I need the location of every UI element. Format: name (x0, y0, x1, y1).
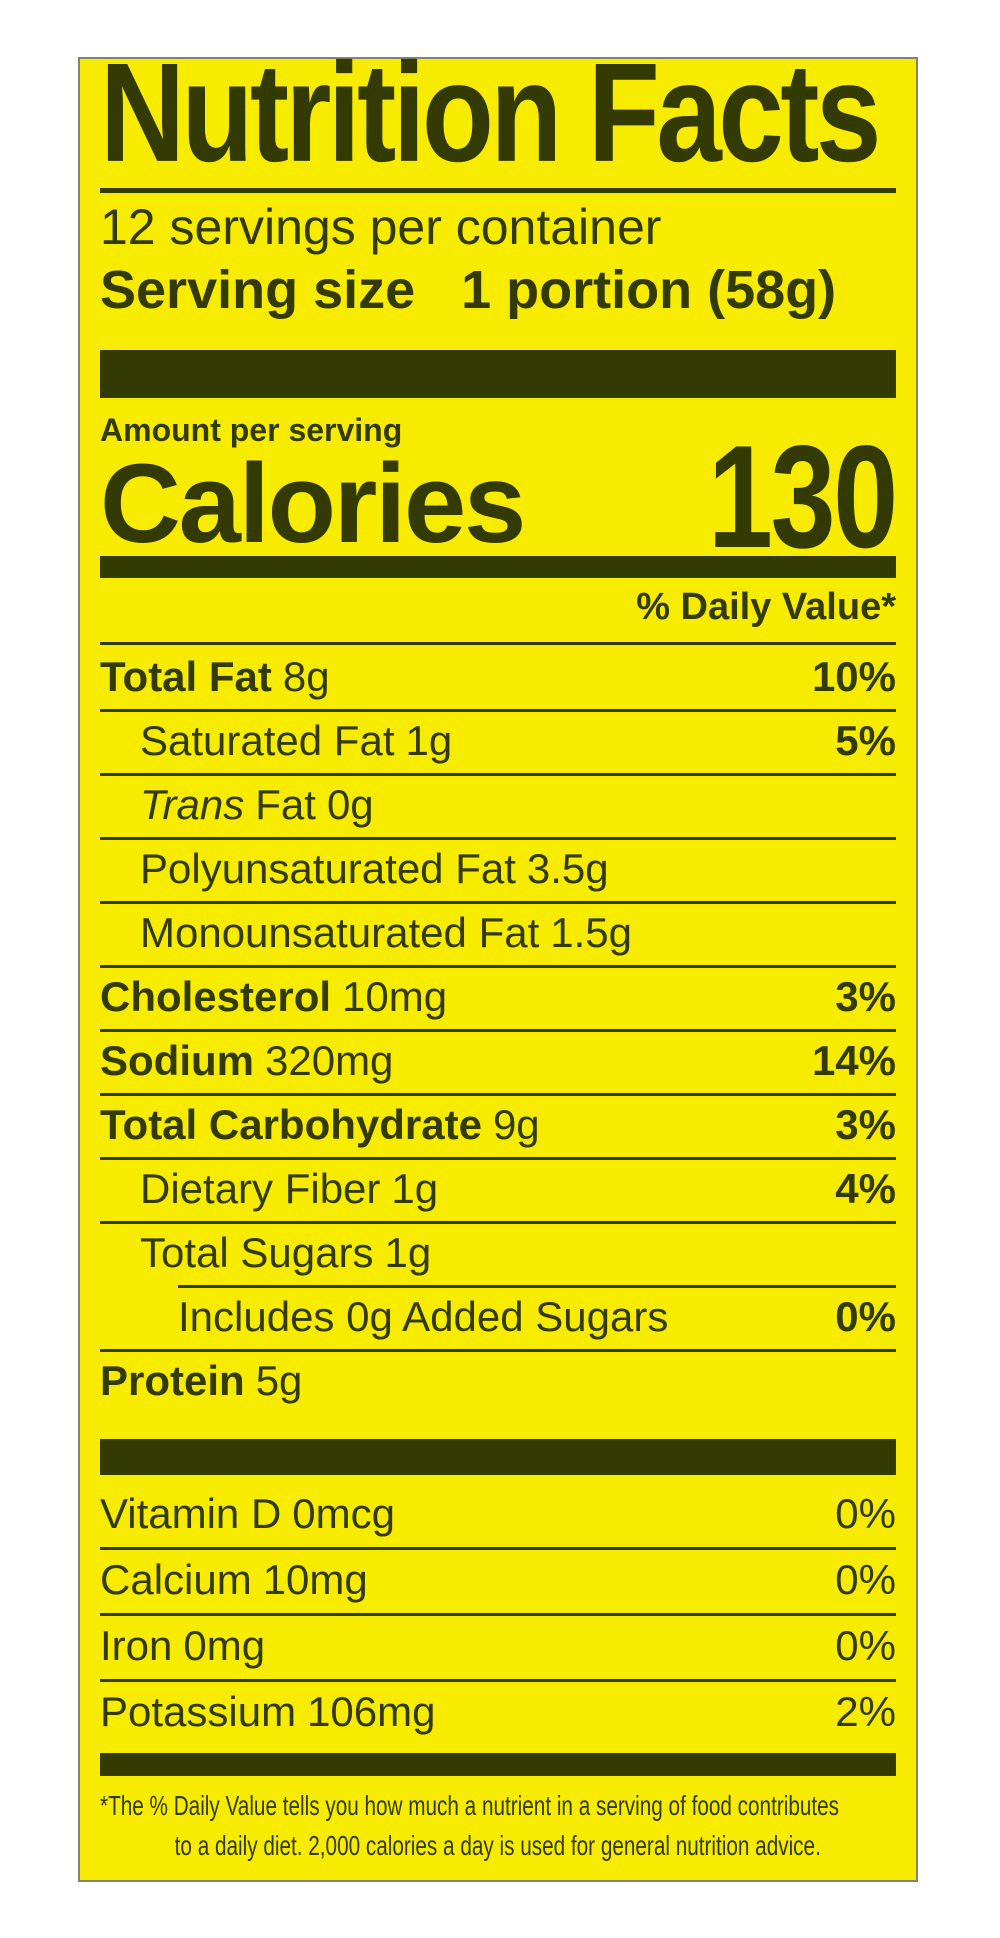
serving-size-value: 1 portion (58g) (461, 260, 837, 320)
vitamin-name: Calcium (100, 1556, 252, 1603)
divider-bar-medium (100, 556, 896, 578)
daily-value-header: % Daily Value* (636, 586, 896, 628)
nutrient-name-italic: Trans (140, 781, 245, 828)
vitamin-row-iron: Iron 0mg 0% (100, 1613, 896, 1679)
nutrient-amount: 10mg (342, 973, 448, 1020)
vitamin-row-vitamin-d: Vitamin D 0mcg 0% (100, 1481, 896, 1547)
nutrient-rows: Total Fat 8g 10% Saturated Fat 1g 5% Trans… (100, 642, 896, 1413)
nutrition-facts-label: Nutrition Facts 12 servings per containe… (78, 43, 918, 1882)
nutrient-row-protein: Protein 5g (100, 1349, 896, 1413)
nutrient-name: Saturated Fat (140, 717, 395, 764)
nutrient-row-saturated-fat: Saturated Fat 1g 5% (100, 709, 896, 773)
nutrient-amount: 1.5g (550, 909, 632, 956)
nutrient-name: Total Sugars (140, 1229, 374, 1276)
nutrient-row-trans-fat: Trans Fat 0g (100, 773, 896, 837)
nutrient-name: Total Fat (100, 653, 272, 700)
nutrient-row-cholesterol: Cholesterol 10mg 3% (100, 965, 896, 1029)
divider-bar-medium (100, 1753, 896, 1776)
vitamin-amount: 10mg (262, 1556, 368, 1603)
vitamin-name: Potassium (100, 1688, 297, 1735)
nutrient-name: Includes 0g Added Sugars (178, 1293, 669, 1340)
nutrient-row-sodium: Sodium 320mg 14% (100, 1029, 896, 1093)
nutrient-name: Sodium (100, 1037, 254, 1084)
nutrient-dv: 5% (835, 717, 896, 764)
vitamin-amount: 0mcg (292, 1490, 395, 1537)
nutrient-row-total-sugars: Total Sugars 1g (100, 1221, 896, 1285)
nutrient-name: Dietary Fiber (140, 1165, 381, 1212)
nutrient-amount: 1g (405, 717, 453, 764)
nutrient-amount: 5g (255, 1357, 303, 1404)
nutrient-amount: 320mg (265, 1037, 394, 1084)
vitamin-name: Vitamin D (100, 1490, 282, 1537)
calories-value: 130 (708, 415, 898, 579)
amount-per-serving-label: Amount per serving (100, 412, 403, 448)
nutrient-amount: 1g (391, 1165, 439, 1212)
vitamin-dv: 0% (835, 1622, 896, 1669)
nutrient-dv: 14% (811, 1037, 896, 1084)
nutrient-name: Fat (255, 781, 316, 828)
vitamin-row-potassium: Potassium 106mg 2% (100, 1679, 896, 1745)
vitamin-row-calcium: Calcium 10mg 0% (100, 1547, 896, 1613)
nutrient-dv: 0% (835, 1293, 896, 1340)
footnote-line-2: to a daily diet. 2,000 calories a day is… (174, 1830, 821, 1861)
calories-label: Calories (100, 440, 526, 566)
vitamin-amount: 0mg (183, 1622, 266, 1669)
vitamin-dv: 2% (835, 1688, 896, 1735)
calories-row: Calories 130 (100, 424, 898, 570)
nutrient-dv: 3% (835, 973, 896, 1020)
nutrient-row-dietary-fiber: Dietary Fiber 1g 4% (100, 1157, 896, 1221)
nutrient-row-total-fat: Total Fat 8g 10% (100, 645, 896, 709)
nutrient-dv: 3% (835, 1101, 896, 1148)
nutrient-dv: 4% (835, 1165, 896, 1212)
vitamin-name: Iron (100, 1622, 173, 1669)
serving-size-row: Serving size 1 portion (58g) (100, 258, 896, 322)
nutrient-amount: 3.5g (526, 845, 609, 892)
nutrient-row-polyunsaturated-fat: Polyunsaturated Fat 3.5g (100, 837, 896, 901)
nutrient-row-added-sugars: Includes 0g Added Sugars 0% (100, 1285, 896, 1349)
servings-per-container: 12 servings per container (100, 199, 662, 255)
nutrient-name: Polyunsaturated Fat (140, 845, 516, 892)
nutrient-amount: 0g (326, 781, 374, 828)
nutrient-name: Monounsaturated Fat (140, 909, 540, 956)
vitamin-rows: Vitamin D 0mcg 0% Calcium 10mg 0% Iron 0mg … (100, 1481, 896, 1745)
title-section: Nutrition Facts (100, 43, 896, 193)
nutrient-amount: 9g (492, 1101, 540, 1148)
nutrient-name: Total Carbohydrate (100, 1101, 482, 1148)
vitamin-amount: 106mg (307, 1688, 436, 1735)
label-title: Nutrition Facts (100, 34, 881, 192)
footnote: *The % Daily Value tells you how much a … (100, 1786, 896, 1866)
footnote-line-1: *The % Daily Value tells you how much a … (100, 1790, 840, 1821)
vitamin-dv: 0% (835, 1556, 896, 1603)
nutrient-dv: 10% (811, 653, 896, 700)
nutrient-name: Protein (100, 1357, 245, 1404)
serving-size-label: Serving size (100, 260, 416, 320)
nutrient-amount: 1g (384, 1229, 432, 1276)
nutrient-name: Cholesterol (100, 973, 332, 1020)
nutrient-row-monounsaturated-fat: Monounsaturated Fat 1.5g (100, 901, 896, 965)
vitamin-dv: 0% (835, 1490, 896, 1537)
divider-bar-thick (100, 1439, 896, 1475)
divider-bar-thick (100, 350, 896, 398)
nutrient-row-total-carbohydrate: Total Carbohydrate 9g 3% (100, 1093, 896, 1157)
nutrient-amount: 8g (282, 653, 330, 700)
